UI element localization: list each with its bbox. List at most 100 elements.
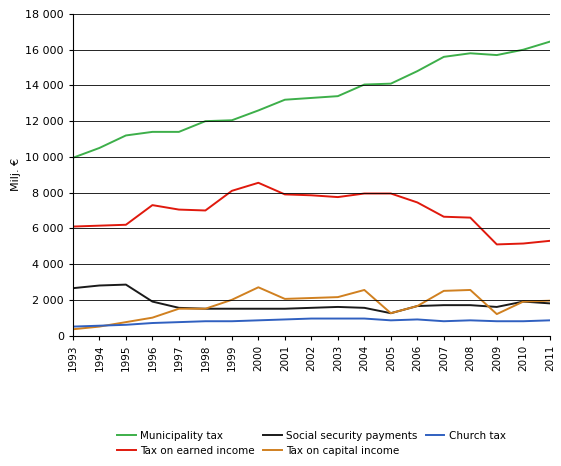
- Municipality tax: [494, 52, 500, 58]
- Municipality tax: [202, 118, 209, 124]
- Social security payments: [520, 299, 527, 304]
- Tax on capital income: [388, 310, 394, 316]
- Social security payments: [467, 302, 473, 308]
- Municipality tax: [255, 108, 262, 113]
- Social security payments: [308, 305, 315, 311]
- Social security payments: [202, 306, 209, 311]
- Tax on earned income: [334, 194, 341, 200]
- Tax on earned income: [467, 215, 473, 220]
- Tax on earned income: [228, 188, 235, 194]
- Tax on capital income: [546, 298, 553, 303]
- Tax on capital income: [308, 295, 315, 301]
- Social security payments: [176, 305, 182, 311]
- Tax on earned income: [70, 224, 76, 229]
- Municipality tax: [334, 93, 341, 99]
- Tax on earned income: [255, 180, 262, 185]
- Social security payments: [494, 304, 500, 310]
- Social security payments: [440, 302, 447, 308]
- Church tax: [96, 323, 103, 329]
- Legend: Municipality tax, Tax on earned income, Social security payments, Tax on capital: Municipality tax, Tax on earned income, …: [117, 431, 505, 456]
- Tax on capital income: [494, 311, 500, 317]
- Tax on capital income: [440, 288, 447, 294]
- Tax on capital income: [96, 324, 103, 329]
- Municipality tax: [149, 129, 156, 135]
- Tax on capital income: [122, 319, 129, 325]
- Tax on earned income: [176, 207, 182, 212]
- Tax on earned income: [308, 192, 315, 198]
- Tax on capital income: [255, 284, 262, 290]
- Church tax: [202, 318, 209, 324]
- Social security payments: [414, 303, 421, 309]
- Tax on capital income: [282, 296, 288, 302]
- Church tax: [546, 317, 553, 323]
- Church tax: [282, 317, 288, 322]
- Tax on earned income: [388, 191, 394, 196]
- Tax on earned income: [361, 191, 367, 196]
- Church tax: [440, 318, 447, 324]
- Tax on earned income: [96, 223, 103, 228]
- Line: Church tax: Church tax: [73, 319, 550, 327]
- Church tax: [176, 319, 182, 325]
- Tax on capital income: [70, 327, 76, 332]
- Tax on capital income: [334, 295, 341, 300]
- Church tax: [149, 320, 156, 326]
- Tax on capital income: [467, 287, 473, 293]
- Church tax: [414, 317, 421, 322]
- Tax on capital income: [149, 315, 156, 321]
- Social security payments: [388, 310, 394, 316]
- Social security payments: [96, 283, 103, 288]
- Church tax: [334, 316, 341, 322]
- Social security payments: [149, 299, 156, 304]
- Tax on capital income: [202, 306, 209, 311]
- Church tax: [308, 316, 315, 322]
- Church tax: [494, 318, 500, 324]
- Social security payments: [282, 306, 288, 311]
- Tax on capital income: [361, 287, 367, 293]
- Municipality tax: [388, 81, 394, 87]
- Tax on earned income: [520, 241, 527, 247]
- Church tax: [388, 317, 394, 323]
- Church tax: [467, 317, 473, 323]
- Municipality tax: [122, 133, 129, 138]
- Tax on earned income: [202, 208, 209, 213]
- Line: Municipality tax: Municipality tax: [73, 41, 550, 158]
- Social security payments: [361, 305, 367, 311]
- Tax on capital income: [520, 299, 527, 304]
- Tax on earned income: [440, 214, 447, 219]
- Municipality tax: [467, 50, 473, 56]
- Line: Social security payments: Social security payments: [73, 285, 550, 313]
- Municipality tax: [546, 39, 553, 44]
- Municipality tax: [520, 47, 527, 53]
- Municipality tax: [361, 82, 367, 87]
- Social security payments: [70, 285, 76, 291]
- Municipality tax: [414, 69, 421, 74]
- Municipality tax: [70, 155, 76, 161]
- Tax on capital income: [176, 306, 182, 311]
- Church tax: [122, 322, 129, 328]
- Tax on capital income: [228, 297, 235, 302]
- Social security payments: [122, 282, 129, 288]
- Municipality tax: [176, 129, 182, 135]
- Tax on earned income: [282, 192, 288, 197]
- Y-axis label: Milj. €: Milj. €: [11, 158, 21, 192]
- Social security payments: [334, 304, 341, 310]
- Line: Tax on earned income: Tax on earned income: [73, 183, 550, 244]
- Municipality tax: [308, 95, 315, 101]
- Church tax: [228, 318, 235, 324]
- Tax on earned income: [546, 238, 553, 244]
- Municipality tax: [228, 117, 235, 123]
- Municipality tax: [440, 54, 447, 60]
- Tax on earned income: [414, 199, 421, 205]
- Social security payments: [255, 306, 262, 311]
- Tax on capital income: [414, 303, 421, 309]
- Social security payments: [228, 306, 235, 311]
- Tax on earned income: [122, 222, 129, 227]
- Church tax: [255, 317, 262, 323]
- Municipality tax: [96, 145, 103, 151]
- Line: Tax on capital income: Tax on capital income: [73, 287, 550, 329]
- Tax on earned income: [494, 241, 500, 247]
- Church tax: [520, 318, 527, 324]
- Municipality tax: [282, 97, 288, 103]
- Tax on earned income: [149, 202, 156, 208]
- Church tax: [70, 324, 76, 329]
